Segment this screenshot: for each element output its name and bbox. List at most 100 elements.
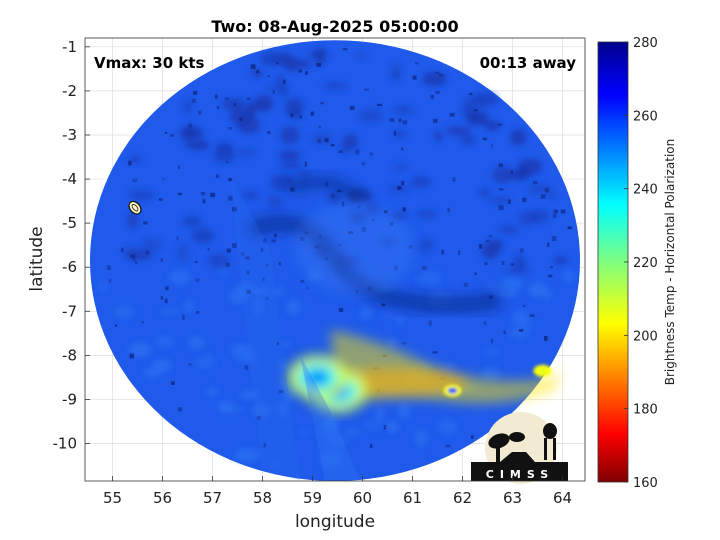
speckle-pixel xyxy=(422,266,427,270)
speckle-pixel xyxy=(226,248,231,253)
x-tick-label: 61 xyxy=(403,489,422,507)
texture-blob xyxy=(419,271,442,287)
texture-blob xyxy=(484,283,503,292)
speckle-pixel xyxy=(263,442,266,448)
texture-blob xyxy=(395,313,405,326)
y-tick-label: -3 xyxy=(62,126,77,144)
speckle-pixel xyxy=(485,239,490,242)
texture-blob xyxy=(279,160,304,170)
speckle-pixel xyxy=(290,113,294,118)
texture-blob xyxy=(397,402,411,420)
speckle-pixel xyxy=(228,178,233,182)
texture-blob xyxy=(311,133,333,145)
speckle-pixel xyxy=(550,266,553,269)
vmax-label: Vmax: 30 kts xyxy=(94,54,204,72)
colorbar-ticks: 280 260 240 220 200 180 160 xyxy=(624,36,658,491)
texture-blob xyxy=(284,96,305,114)
texture-blob xyxy=(278,359,288,370)
colorbar xyxy=(597,41,629,483)
speckle-pixel xyxy=(330,193,335,198)
speckle-pixel xyxy=(135,261,138,264)
speckle-pixel xyxy=(141,321,145,324)
speckle-pixel xyxy=(191,98,196,103)
speckle-pixel xyxy=(532,180,538,185)
texture-blob xyxy=(358,108,383,123)
speckle-pixel xyxy=(432,351,438,354)
plot-frame xyxy=(84,37,586,482)
texture-blob xyxy=(194,356,216,369)
speckle-pixel xyxy=(256,70,260,74)
cimss-logo: CIMSS xyxy=(471,412,568,484)
texture-blob xyxy=(318,452,343,467)
texture-blob xyxy=(114,305,134,319)
texture-blob xyxy=(240,390,260,399)
speckle-pixel xyxy=(245,256,250,260)
speckle-pixel xyxy=(349,105,355,111)
storm-center-marker-inner xyxy=(131,203,139,212)
texture-blob xyxy=(380,311,396,319)
texture-blob xyxy=(416,210,437,219)
speckle-pixel xyxy=(376,103,382,106)
speckle-pixel xyxy=(552,213,557,219)
speckle-pixel xyxy=(177,192,182,196)
texture-blob xyxy=(252,403,271,418)
speckle-pixel xyxy=(483,321,487,325)
y-tick-label: -9 xyxy=(62,390,77,408)
speckle-pixel xyxy=(383,424,387,430)
speckle-pixel xyxy=(265,263,270,267)
speckle-pixel xyxy=(130,254,135,258)
texture-blob xyxy=(279,150,301,161)
texture-blob xyxy=(208,253,229,269)
swirl-band xyxy=(247,176,502,313)
speckle-pixel xyxy=(447,207,450,213)
speckle-pixel xyxy=(479,244,483,249)
swath-seam xyxy=(230,175,300,480)
texture-blob xyxy=(500,277,524,291)
texture-blob xyxy=(217,401,234,414)
texture-blob xyxy=(509,129,527,146)
texture-blob xyxy=(301,59,311,69)
speckle-pixel xyxy=(188,363,192,366)
x-tick-label: 62 xyxy=(453,489,472,507)
speckle-pixel xyxy=(503,330,506,335)
speckle-pixel xyxy=(320,102,325,105)
texture-blob xyxy=(228,290,248,304)
texture-blob xyxy=(236,116,261,134)
speckle-pixel xyxy=(567,226,573,230)
texture-blob xyxy=(493,290,519,297)
colorbar-tick-label: 280 xyxy=(633,36,658,51)
speckle-pixel xyxy=(484,137,488,141)
speckle-pixel xyxy=(164,298,168,304)
speckle-pixel xyxy=(445,444,451,448)
texture-blob xyxy=(375,406,385,422)
y-tick-label: -6 xyxy=(62,258,77,276)
speckle-pixel xyxy=(227,127,233,130)
speckle-pixel xyxy=(170,134,174,137)
texture-blob xyxy=(276,401,289,417)
texture-blob xyxy=(469,111,482,125)
speckle-pixel xyxy=(188,123,192,128)
y-tick-label: -8 xyxy=(62,346,77,364)
y-tick-label: -7 xyxy=(62,302,77,320)
speckle-pixel xyxy=(271,239,276,243)
texture-blob xyxy=(344,428,360,436)
texture-blob xyxy=(391,71,401,81)
speckle-pixel xyxy=(244,365,249,371)
y-tick-label: -4 xyxy=(62,170,77,188)
texture-blob xyxy=(462,96,484,110)
texture-blob xyxy=(528,282,548,298)
texture-blob xyxy=(513,254,526,270)
texture-blob xyxy=(479,188,490,197)
texture-blob xyxy=(362,419,382,431)
texture-blob xyxy=(296,429,313,436)
speckle-pixel xyxy=(132,178,138,183)
texture-blob xyxy=(484,120,501,132)
speckle-pixel xyxy=(491,338,494,344)
speckle-pixel xyxy=(232,206,238,212)
texture-blob xyxy=(183,98,192,115)
texture-blob xyxy=(266,83,286,91)
speckle-pixel xyxy=(543,335,548,341)
texture-blob xyxy=(498,224,519,235)
swath-texture xyxy=(97,47,575,469)
